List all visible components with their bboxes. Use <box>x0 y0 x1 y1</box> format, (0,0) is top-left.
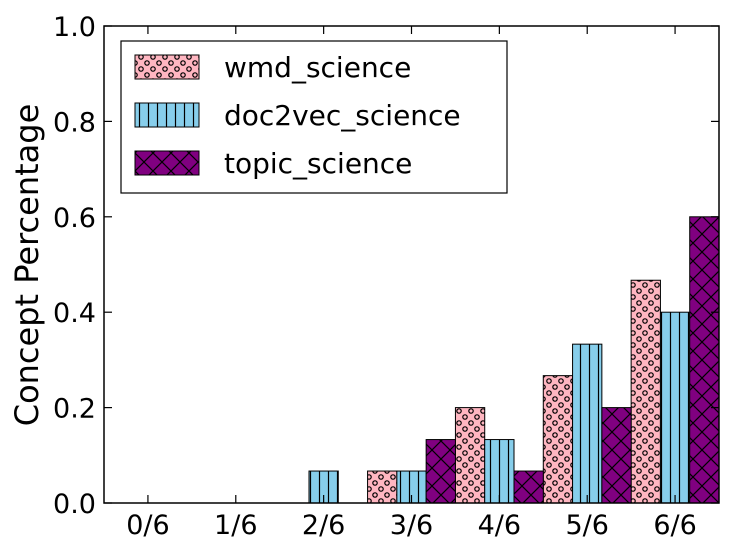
x-tick-label: 3/6 <box>390 510 433 541</box>
bar-doc2vec_science-6-of-6 <box>659 311 691 504</box>
tick-labels: 0.0 0.2 0.4 0.6 0.8 1.0 0/6 1/6 2/6 3/6 4/6 5/6 6/6 <box>53 12 697 541</box>
y-axis-title: Concept Percentage <box>8 104 46 427</box>
y-tick-label: 0.8 <box>53 107 96 138</box>
x-tick-label: 0/6 <box>126 510 169 541</box>
legend-label-topic_science: topic_science <box>224 147 412 180</box>
legend-label-doc2vec_science: doc2vec_science <box>224 99 461 132</box>
bar-wmd_science-6-of-6 <box>630 279 661 504</box>
bar-topic_science-4-of-6 <box>513 470 544 504</box>
legend-swatch-topic_science <box>134 150 200 176</box>
axes <box>103 25 720 504</box>
y-tick-label: 0.4 <box>53 298 96 329</box>
y-tick-label: 1.0 <box>53 12 96 43</box>
y-tick-label: 0.0 <box>53 489 96 520</box>
x-tick-label: 1/6 <box>214 510 257 541</box>
bar-topic_science-3-of-6 <box>425 439 456 504</box>
legend: wmd_science doc2vec_science topic_science <box>120 40 508 194</box>
legend-swatch-doc2vec_science <box>134 102 200 128</box>
legend-label-wmd_science: wmd_science <box>224 51 411 84</box>
bars-layer <box>308 216 720 504</box>
bar-doc2vec_science-4-of-6 <box>484 439 515 504</box>
y-tick-label: 0.6 <box>53 203 96 234</box>
y-tick-label: 0.2 <box>53 394 96 425</box>
x-tick-label: 2/6 <box>302 510 345 541</box>
bar-topic_science-5-of-6 <box>601 407 632 504</box>
bar-wmd_science-4-of-6 <box>454 407 486 504</box>
bar-topic_science-6-of-6 <box>689 216 720 504</box>
x-tick-label: 4/6 <box>478 510 521 541</box>
legend-swatch-wmd_science <box>134 54 200 80</box>
bar-wmd_science-3-of-6 <box>367 470 398 504</box>
x-tick-label: 5/6 <box>565 510 608 541</box>
bar-wmd_science-5-of-6 <box>542 375 574 504</box>
bar-doc2vec_science-5-of-6 <box>572 343 603 504</box>
x-tick-label: 6/6 <box>653 510 696 541</box>
